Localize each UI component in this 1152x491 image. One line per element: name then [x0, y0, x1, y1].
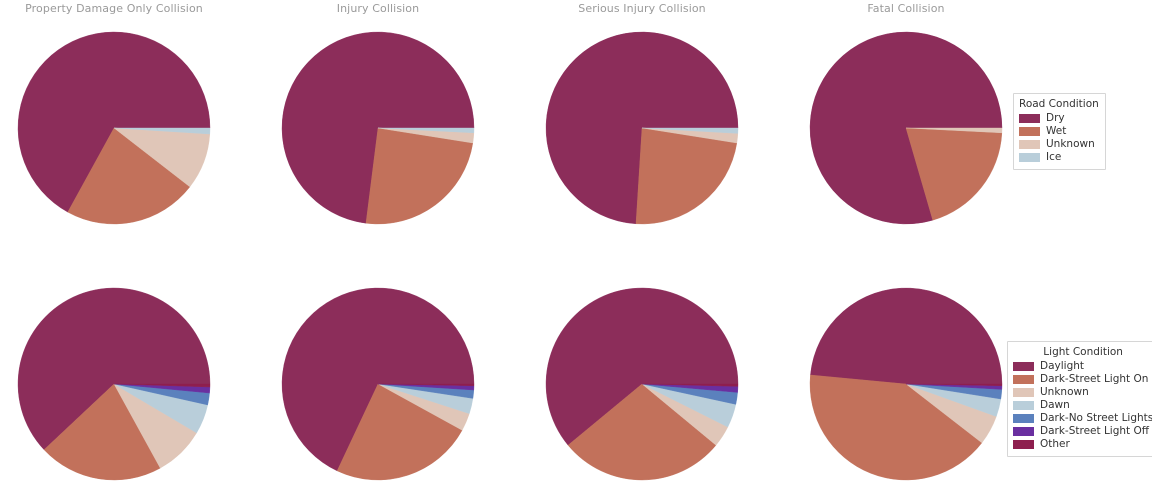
legend-title: Road Condition	[1019, 98, 1099, 110]
facet-col-1: Injury Collision	[264, 2, 492, 18]
legend-item-label: Other	[1040, 438, 1070, 450]
legend-item[interactable]: Dark-Street Light Off	[1013, 425, 1152, 438]
pie-slice[interactable]	[281, 287, 475, 472]
pie-svg	[545, 31, 739, 225]
pie-svg	[17, 287, 211, 481]
legend-item[interactable]: Unknown	[1013, 386, 1152, 399]
pie-svg	[281, 287, 475, 481]
pie-chart-light-condition-injury	[281, 287, 475, 481]
pie-slice[interactable]	[377, 383, 475, 387]
pie-svg	[545, 287, 739, 481]
pie-chart-road-condition-fatal	[809, 31, 1003, 225]
legend-item[interactable]: Dark-No Street Lights	[1013, 412, 1152, 425]
pie-slice[interactable]	[67, 127, 191, 225]
pie-slice[interactable]	[809, 374, 983, 481]
pie-slice[interactable]	[905, 383, 1003, 387]
pie-slice[interactable]	[641, 383, 739, 387]
legend-swatch-icon	[1019, 140, 1040, 149]
pie-chart-road-condition-injury	[281, 31, 475, 225]
legend-item[interactable]: Daylight	[1013, 360, 1152, 373]
legend-swatch-icon	[1013, 375, 1034, 384]
legend-item-label: Wet	[1046, 125, 1067, 137]
legend-item[interactable]: Unknown	[1019, 138, 1099, 151]
legend-item[interactable]: Ice	[1019, 151, 1099, 164]
pie-slice[interactable]	[281, 31, 475, 224]
legend-item-label: Dark-No Street Lights	[1040, 412, 1152, 424]
legend-item-label: Unknown	[1040, 386, 1089, 398]
legend-road-condition[interactable]: Road Condition Dry Wet Unknown Ice	[1013, 93, 1106, 170]
pie-svg	[281, 31, 475, 225]
legend-swatch-icon	[1019, 153, 1040, 162]
pie-slice[interactable]	[113, 383, 211, 388]
pie-slice[interactable]	[635, 127, 738, 225]
legend-item-label: Ice	[1046, 151, 1062, 163]
pie-slice[interactable]	[905, 127, 1003, 134]
pie-chart-light-condition-fatal	[809, 287, 1003, 481]
legend-swatch-icon	[1013, 362, 1034, 371]
legend-swatch-icon	[1013, 414, 1034, 423]
pie-slice[interactable]	[365, 127, 474, 225]
legend-item-label: Dawn	[1040, 399, 1070, 411]
pie-slice[interactable]	[567, 383, 717, 481]
legend-light-condition[interactable]: Light Condition Daylight Dark-Street Light…	[1007, 341, 1152, 457]
pie-slice[interactable]	[17, 31, 211, 213]
facet-title-fatal-collision: Fatal Collision	[867, 2, 945, 15]
legend-item-label: Dark-Street Light Off	[1040, 425, 1149, 437]
facet-title-injury-collision: Injury Collision	[336, 2, 420, 15]
facet-col-2: Serious Injury Collision	[528, 2, 756, 18]
legend-swatch-icon	[1013, 440, 1034, 449]
pie-chart-light-condition-property-damage-only	[17, 287, 211, 481]
pie-chart-road-condition-property-damage-only	[17, 31, 211, 225]
legend-item[interactable]: Dark-Street Light On	[1013, 373, 1152, 386]
legend-title: Light Condition	[1043, 346, 1123, 358]
legend-swatch-icon	[1013, 401, 1034, 410]
legend-item-label: Unknown	[1046, 138, 1095, 150]
facet-title-property-damage-only-collision: Property Damage Only Collision	[25, 2, 203, 15]
pie-slice[interactable]	[336, 383, 463, 481]
pie-svg	[809, 287, 1003, 481]
legend-swatch-icon	[1013, 388, 1034, 397]
pie-slice[interactable]	[905, 127, 1003, 221]
pie-svg	[809, 31, 1003, 225]
pie-slice[interactable]	[545, 287, 739, 446]
legend-item-label: Dark-Street Light On	[1040, 373, 1149, 385]
pie-slice[interactable]	[43, 383, 161, 481]
legend-item-label: Dry	[1046, 112, 1065, 124]
pie-slice[interactable]	[113, 127, 211, 135]
pie-slice[interactable]	[810, 287, 1003, 385]
legend-item[interactable]: Other	[1013, 438, 1152, 451]
pie-svg	[17, 31, 211, 225]
pie-slice[interactable]	[17, 287, 211, 450]
facet-title-serious-injury-collision: Serious Injury Collision	[578, 2, 706, 15]
legend-item[interactable]: Dry	[1019, 112, 1099, 125]
facet-col-0: Property Damage Only Collision	[0, 2, 228, 18]
legend-swatch-icon	[1019, 127, 1040, 136]
legend-swatch-icon	[1019, 114, 1040, 123]
legend-swatch-icon	[1013, 427, 1034, 436]
pie-chart-light-condition-serious-injury	[545, 287, 739, 481]
facet-col-3: Fatal Collision	[792, 2, 1020, 18]
legend-item[interactable]: Dawn	[1013, 399, 1152, 412]
pie-slice[interactable]	[377, 127, 475, 134]
legend-item[interactable]: Wet	[1019, 125, 1099, 138]
legend-item-label: Daylight	[1040, 360, 1085, 372]
pie-slice[interactable]	[641, 127, 739, 134]
pie-chart-road-condition-serious-injury	[545, 31, 739, 225]
